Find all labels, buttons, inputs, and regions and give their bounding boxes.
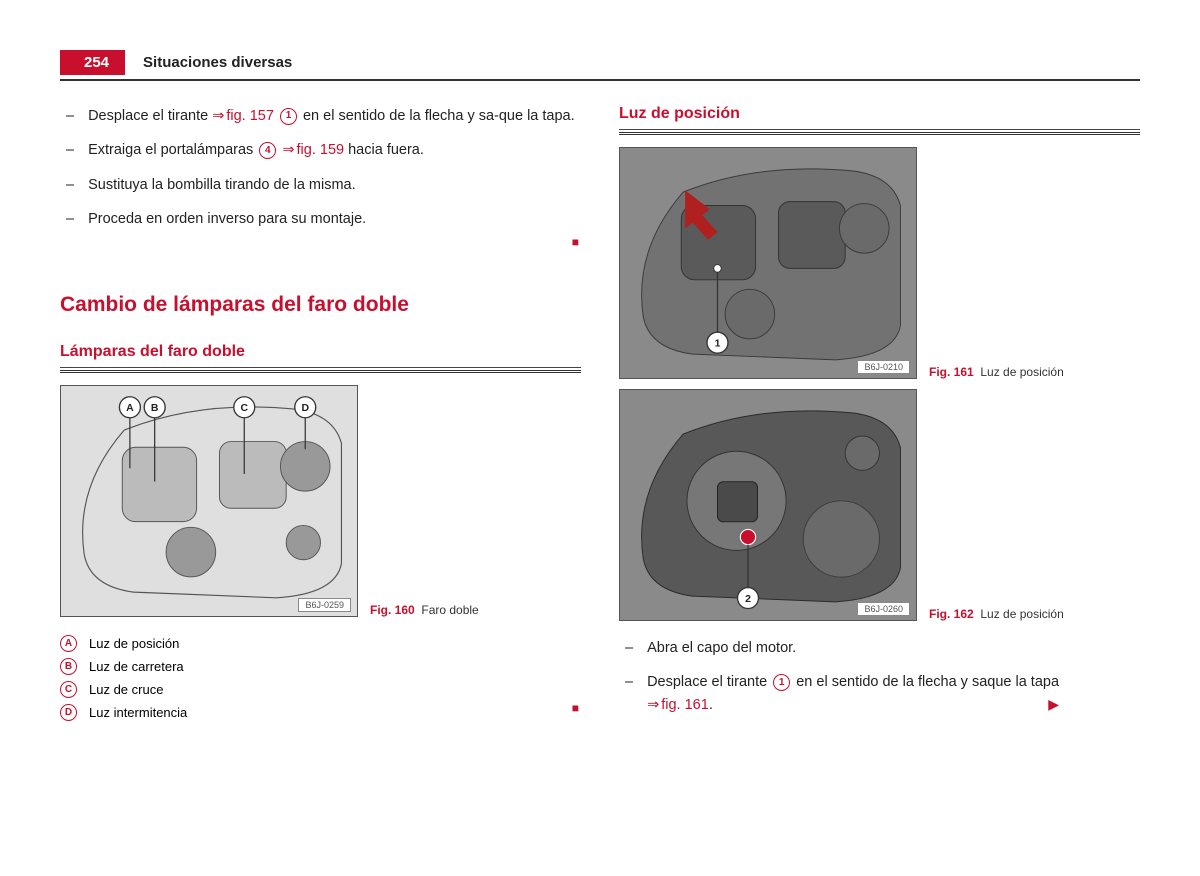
step-item: –Proceda en orden inverso para su montaj… [60,208,581,230]
right-column: Luz de posición [619,105,1140,728]
step-item: –Sustituya la bombilla tirando de la mis… [60,174,581,196]
legend-item: BLuz de carretera [60,658,581,675]
fig-ref[interactable]: fig. 157 [212,108,274,124]
figure-161: 1 B6J-0210 Fig. 161 Luz de posición [619,147,1140,379]
legend-item: CLuz de cruce [60,681,581,698]
subsection-heading: Luz de posición [619,105,1140,123]
fig-ref[interactable]: fig. 159 [282,142,344,158]
step-item: –Abra el capo del motor. [619,637,1140,659]
figure-caption: Fig. 162 Luz de posición [929,607,1064,621]
svg-text:B: B [151,403,159,414]
subsection-heading: Lámparas del faro doble [60,343,581,361]
page-header: 254 Situaciones diversas [60,50,1140,75]
svg-text:2: 2 [745,594,751,605]
svg-text:1: 1 [715,339,721,350]
section-end-icon: ■ [60,235,579,249]
figure-162: 2 B6J-0260 Fig. 162 Luz de posición [619,389,1140,621]
image-id-label: B6J-0259 [298,598,351,612]
section-heading: Cambio de lámparas del faro doble [60,293,581,317]
image-id-label: B6J-0210 [857,360,910,374]
legend-item: DLuz intermitencia■ [60,704,581,721]
chapter-title: Situaciones diversas [143,54,292,75]
left-column: – Desplace el tirante fig. 157 1 en el s… [60,105,581,728]
fig-ref[interactable]: fig. 161 [647,697,709,713]
figure-160: A B C D B6J-0259 Fig. 160 Faro doble [60,385,581,617]
header-rule [60,79,1140,81]
svg-text:C: C [240,403,248,414]
step-item: – Desplace el tirante 1 en el sentido de… [619,671,1140,716]
figure-caption: Fig. 161 Luz de posición [929,365,1064,379]
callout-ref-icon: 4 [259,142,276,159]
page-number: 254 [60,50,125,75]
svg-text:A: A [126,403,134,414]
continue-icon: ▶ [1048,694,1059,716]
step-item: – Extraiga el portalámparas 4 fig. 159 h… [60,139,581,161]
callout-ref-icon: 1 [773,674,790,691]
legend: ALuz de posición BLuz de carretera CLuz … [60,635,581,721]
legend-item: ALuz de posición [60,635,581,652]
figure-caption: Fig. 160 Faro doble [370,603,479,617]
step-item: – Desplace el tirante fig. 157 1 en el s… [60,105,581,127]
svg-text:D: D [301,403,309,414]
callout-ref-icon: 1 [280,108,297,125]
image-id-label: B6J-0260 [857,602,910,616]
